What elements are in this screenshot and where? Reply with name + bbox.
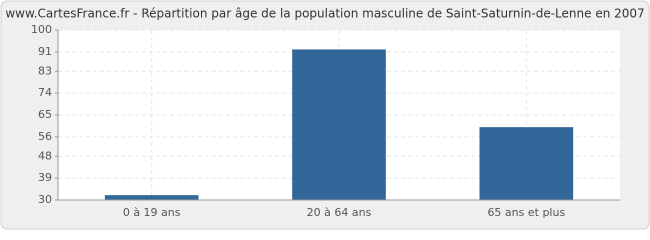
y-tick-label: 56 (38, 130, 52, 143)
y-tick-label: 100 (31, 23, 52, 36)
y-tick-label: 91 (38, 45, 52, 58)
x-tick-label: 20 à 64 ans (307, 206, 372, 219)
y-tick-label: 30 (38, 193, 52, 206)
bar (479, 127, 574, 200)
chart-title: www.CartesFrance.fr - Répartition par âg… (5, 7, 644, 21)
chart: www.CartesFrance.fr - Répartition par âg… (0, 0, 650, 230)
bar (104, 195, 199, 200)
y-tick-label: 48 (38, 149, 52, 162)
bar (292, 49, 386, 200)
x-tick-label: 0 à 19 ans (123, 206, 181, 219)
x-tick-label: 65 ans et plus (487, 206, 565, 219)
y-tick-label: 39 (38, 171, 52, 184)
y-tick-label: 65 (38, 108, 52, 121)
y-tick-label: 74 (38, 86, 52, 99)
y-tick-label: 83 (38, 64, 52, 77)
